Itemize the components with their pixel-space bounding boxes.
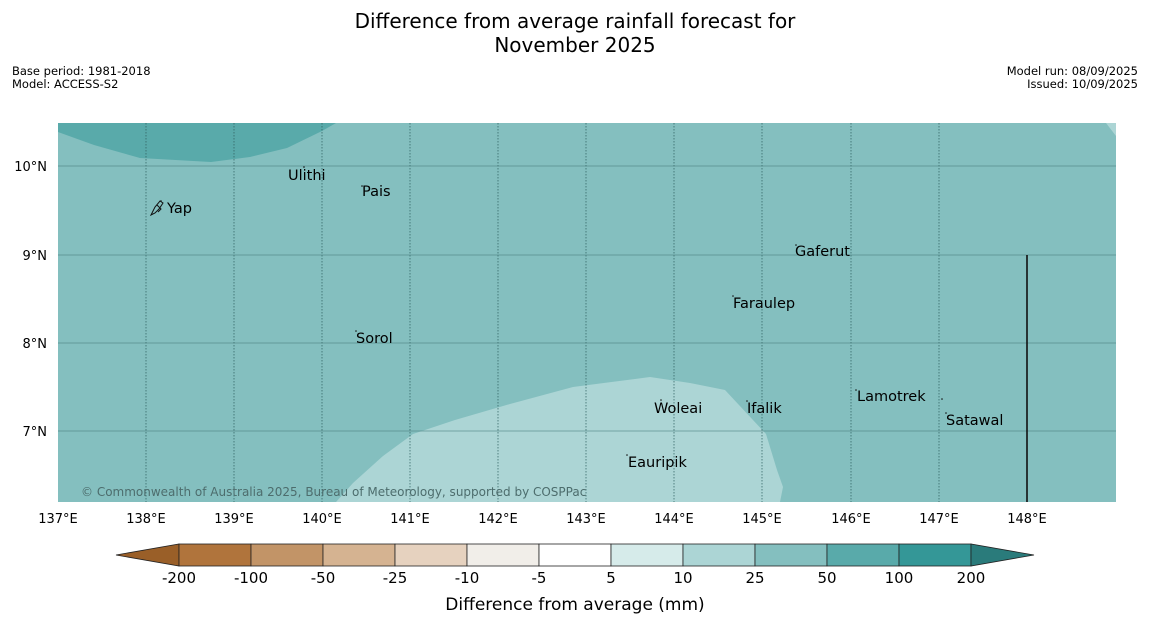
colorbar-label: Difference from average (mm) (445, 595, 704, 615)
lon-label-139e: 139°E (214, 512, 254, 527)
colorbar-bin-7 (682, 543, 756, 567)
colorbar-tick-neg5: -5 (532, 569, 547, 587)
colorbar-bin-10 (898, 543, 972, 567)
lat-label-8n: 8°N (23, 337, 48, 352)
latitude-labels: 10°N 9°N 8°N 7°N (14, 160, 47, 440)
colorbar-bin-9 (826, 543, 900, 567)
colorbar-bin-0 (178, 543, 252, 567)
place-label-yap: Yap (166, 201, 192, 217)
colorbar-tick-200: 200 (957, 569, 986, 587)
colorbar-tick-50: 50 (817, 569, 836, 587)
map-plot-area: Ulithi Pais Yap Gaferut Faraulep Sorol L… (58, 123, 1116, 502)
colorbar-bin-3 (394, 543, 468, 567)
colorbar-tick-neg50: -50 (311, 569, 336, 587)
longitude-labels: 137°E 138°E 139°E 140°E 141°E 142°E 143°… (38, 512, 1047, 527)
lon-label-137e: 137°E (38, 512, 78, 527)
place-labels: Ulithi Pais Yap Gaferut Faraulep Sorol L… (166, 168, 1003, 471)
lat-label-9n: 9°N (23, 249, 48, 264)
colorbar-extend-low (115, 543, 180, 567)
colorbar-tick-neg200: -200 (162, 569, 196, 587)
place-label-eauripik: Eauripik (628, 455, 687, 471)
lon-label-144e: 144°E (654, 512, 694, 527)
place-label-satawal: Satawal (946, 413, 1003, 429)
lon-label-143e: 143°E (566, 512, 606, 527)
place-label-lamotrek: Lamotrek (857, 389, 926, 405)
meta-left: Base period: 1981-2018 Model: ACCESS-S2 (12, 65, 151, 91)
colorbar-bin-5 (538, 543, 612, 567)
colorbar-tick-neg25: -25 (383, 569, 408, 587)
rainfall-band-10-25 (336, 377, 783, 502)
colorbar-tick-10: 10 (673, 569, 692, 587)
colorbar: -200 -100 -50 -25 -10 -5 5 10 25 50 100 … (115, 543, 1035, 615)
lon-label-148e: 148°E (1007, 512, 1047, 527)
colorbar-bin-6 (610, 543, 684, 567)
colorbar-tick-25: 25 (745, 569, 764, 587)
lon-label-138e: 138°E (126, 512, 166, 527)
longitude-gridlines (145, 123, 940, 502)
lon-label-147e: 147°E (919, 512, 959, 527)
place-label-ulithi: Ulithi (288, 168, 326, 184)
meta-right: Model run: 08/09/2025 Issued: 10/09/2025 (1007, 65, 1138, 91)
rainfall-band-50-100 (58, 123, 336, 162)
lon-label-145e: 145°E (742, 512, 782, 527)
place-label-ifalik: Ifalik (747, 401, 782, 417)
copyright-notice: © Commonwealth of Australia 2025, Bureau… (81, 485, 586, 499)
place-markers (160, 166, 947, 456)
place-label-pais: Pais (362, 184, 391, 200)
colorbar-bin-8 (754, 543, 828, 567)
colorbar-fills (115, 543, 1035, 567)
lon-label-141e: 141°E (390, 512, 430, 527)
model-run: Model run: 08/09/2025 (1006, 64, 1138, 78)
lat-label-7n: 7°N (23, 425, 48, 440)
lon-label-140e: 140°E (302, 512, 342, 527)
colorbar-tick-neg10: -10 (455, 569, 480, 587)
colorbar-tick-neg100: -100 (234, 569, 268, 587)
lat-label-10n: 10°N (14, 160, 47, 175)
place-label-sorol: Sorol (356, 331, 393, 347)
place-label-gaferut: Gaferut (795, 244, 850, 260)
lon-label-146e: 146°E (831, 512, 871, 527)
place-label-woleai: Woleai (654, 401, 702, 417)
map-title: Difference from average rainfall forecas… (0, 9, 1150, 57)
colorbar-extend-high (970, 543, 1035, 567)
place-label-faraulep: Faraulep (733, 296, 795, 312)
colorbar-ticks: -200 -100 -50 -25 -10 -5 5 10 25 50 100 … (162, 569, 985, 587)
model-name: Model: ACCESS-S2 (12, 77, 119, 91)
lon-label-142e: 142°E (478, 512, 518, 527)
colorbar-bin-2 (322, 543, 396, 567)
issued-date: Issued: 10/09/2025 (1027, 77, 1138, 91)
colorbar-bin-4 (466, 543, 540, 567)
yap-island-outline (149, 200, 164, 217)
colorbar-bin-1 (250, 543, 324, 567)
title-line-2: November 2025 (494, 33, 656, 57)
colorbar-tick-100: 100 (885, 569, 914, 587)
title-line-1: Difference from average rainfall forecas… (354, 9, 796, 33)
latitude-gridlines (58, 165, 1116, 432)
rainfall-band-50-100-corner (1106, 123, 1116, 136)
colorbar-tick-5: 5 (606, 569, 616, 587)
base-period: Base period: 1981-2018 (12, 64, 151, 78)
